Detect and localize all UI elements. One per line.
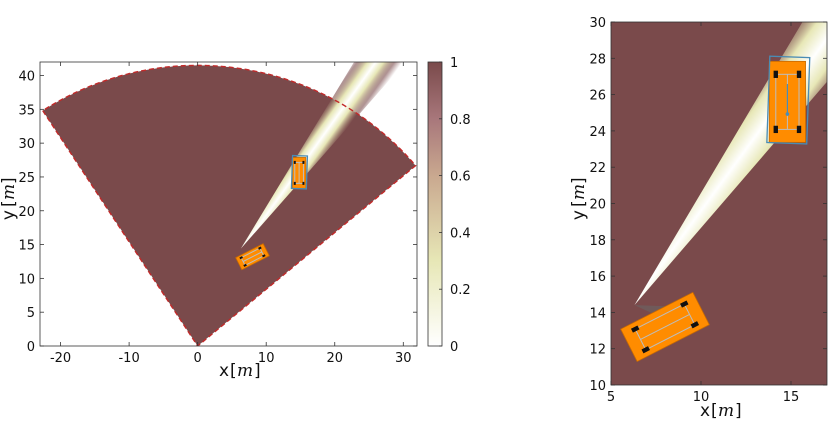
chart-2-plot-area (611, 22, 827, 385)
target-vehicle-zoom-wheel (773, 125, 778, 134)
colorbar-tick-label: 1 (450, 56, 458, 71)
ego-vehicle-zoom (620, 291, 710, 363)
chart-2-y-axis-unit-close: ] (569, 177, 589, 184)
target-vehicle-zoom-center-dot (785, 112, 790, 116)
chart-2-y-axis-title: y [ m ] (569, 177, 589, 220)
target-estimate-box-zoom-outline (766, 55, 811, 145)
chart-1-x-axis-unit-close: ] (254, 361, 261, 381)
target-vehicle-wheel (302, 181, 305, 185)
chart-1-y-axis: 0 5 10 15 20 25 30 35 40 (18, 70, 417, 355)
y-tick-label: 22 (589, 161, 606, 176)
y-tick-label: 15 (18, 239, 35, 254)
chart-2-x-axis: 5 10 15 (607, 22, 799, 405)
chart-1-axes-frame (39, 61, 418, 347)
chart-1-y-axis-unit-close: ] (0, 177, 19, 184)
chart-1-y-axis-title: y [ m ] (0, 177, 19, 220)
colorbar-tick-label: 0.2 (450, 283, 471, 298)
chart-2-x-axis-unit-close: ] (735, 401, 742, 421)
target-estimate-box-outline (290, 154, 309, 190)
y-tick-label: 0 (27, 340, 35, 355)
target-vehicle-wheel (293, 181, 296, 185)
y-tick-label: 20 (589, 198, 606, 213)
y-tick-label: 10 (18, 272, 35, 287)
y-tick-label: 12 (589, 343, 606, 358)
chart-2-y-axis-unit: m (569, 184, 589, 200)
target-vehicle-chassis (294, 161, 304, 184)
chart-1-x-axis: -20 -10 0 10 20 30 (50, 62, 412, 366)
colorbar-tick-label: 0 (450, 340, 458, 355)
target-vehicle-wheel (293, 160, 296, 164)
ego-vehicle-zoom-wheel (641, 346, 650, 354)
y-tick-label: 16 (589, 270, 606, 285)
x-tick-label: -10 (118, 351, 139, 366)
free-space-beam (240, 62, 406, 249)
ego-vehicle-wheel (243, 263, 247, 267)
y-tick-label: 35 (18, 103, 35, 118)
y-tick-label: 24 (589, 125, 606, 140)
chart-1-y-axis-unit-open: [ (0, 200, 19, 207)
x-tick-label: -20 (50, 351, 71, 366)
y-tick-label: 28 (589, 52, 606, 67)
ego-vehicle-axle-line (242, 251, 263, 262)
ego-vehicle-zoom-chassis (634, 303, 696, 351)
x-tick-label: 0 (194, 351, 202, 366)
chart-2-x-axis-label: x (700, 401, 710, 421)
y-tick-label: 5 (27, 306, 35, 321)
ego-vehicle (235, 243, 270, 271)
target-estimate-box (290, 154, 309, 190)
target-vehicle (291, 157, 307, 189)
y-tick-label: 26 (589, 89, 606, 104)
chart-2-x-axis-unit-open: [ (711, 401, 718, 421)
target-vehicle-wheel (302, 160, 305, 164)
chart-2-x-axis-unit: m (718, 401, 734, 421)
colorbar: 0 0.2 0.4 0.6 0.8 1 (427, 56, 471, 355)
chart-1: -20 -10 0 10 20 30 0 5 10 15 20 25 30 35 40 x [ m ] y… (0, 61, 418, 381)
chart-2-y-axis-unit-open: [ (569, 200, 589, 207)
chart-1-x-axis-label: x (219, 361, 229, 381)
y-tick-label: 20 (18, 205, 35, 220)
chart-2-y-axis: 10 12 14 16 18 20 22 24 26 28 30 (589, 16, 827, 394)
colorbar-tick-label: 0.4 (450, 226, 471, 241)
x-tick-label: 10 (258, 351, 275, 366)
target-vehicle-zoom-wheel (796, 70, 802, 78)
x-tick-label: 10 (693, 390, 710, 405)
colorbar-tick-label: 0.6 (450, 170, 471, 185)
target-vehicle-zoom (768, 60, 806, 143)
y-tick-label: 30 (18, 137, 35, 152)
ego-vehicle-wheel (239, 256, 243, 260)
y-tick-label: 25 (18, 171, 35, 186)
x-tick-label: 30 (395, 351, 412, 366)
x-tick-label: 5 (607, 390, 615, 405)
ego-vehicle-wheel (262, 254, 266, 258)
ego-vehicle-wheel (258, 246, 262, 250)
ego-vehicle-zoom-wheel (630, 325, 640, 333)
y-tick-label: 10 (589, 379, 606, 394)
x-tick-label: 20 (326, 351, 343, 366)
target-vehicle-zoom-wheel (796, 125, 802, 134)
ego-vehicle-zoom-wheel (690, 321, 700, 329)
y-tick-label: 18 (589, 234, 606, 249)
ego-vehicle-zoom-wheel (680, 300, 689, 308)
chart-1-y-axis-unit: m (0, 184, 19, 200)
colorbar-ticks: 0 0.2 0.4 0.6 0.8 1 (439, 56, 471, 355)
sensor-fov-edge (42, 64, 417, 346)
target-estimate-box-zoom (766, 55, 811, 145)
chart-1-plot-area (42, 62, 417, 346)
colorbar-gradient (427, 61, 443, 347)
y-tick-label: 14 (589, 306, 606, 321)
colorbar-tick-label: 0.8 (450, 113, 471, 128)
y-tick-label: 30 (589, 16, 606, 31)
chart-1-x-axis-unit: m (237, 361, 253, 381)
chart-1-x-axis-unit-open: [ (230, 361, 237, 381)
chart-2-y-axis-label: y (569, 210, 589, 220)
x-tick-label: 15 (783, 390, 800, 405)
chart-1-y-axis-label: y (0, 210, 19, 220)
ego-vehicle-zoom-axle-line (640, 313, 690, 340)
target-vehicle-zoom-wheel (773, 70, 778, 78)
y-tick-label: 40 (18, 70, 35, 85)
